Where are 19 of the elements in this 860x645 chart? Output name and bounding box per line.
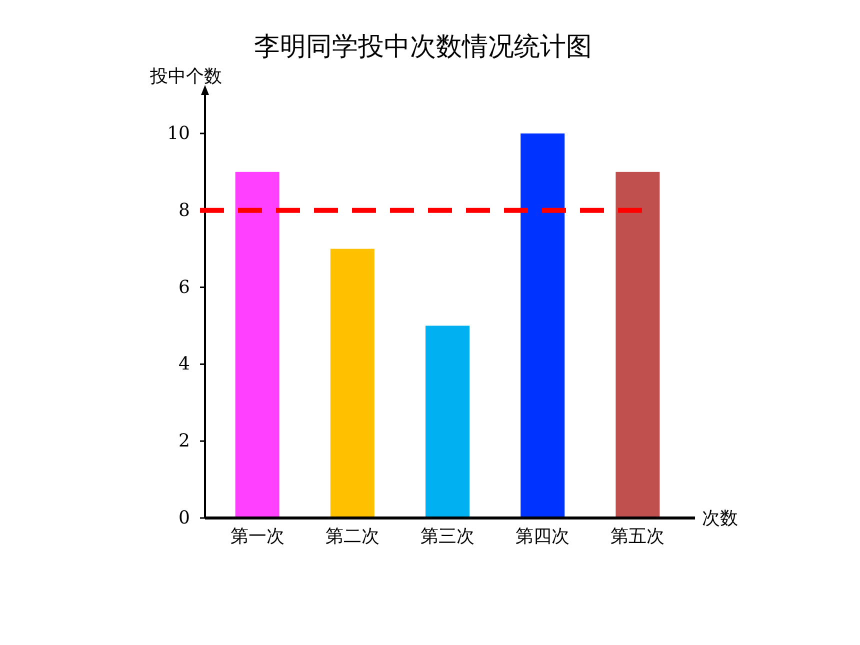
bar bbox=[426, 326, 470, 518]
bar bbox=[235, 172, 280, 518]
x-tick-label: 第一次 bbox=[230, 526, 284, 547]
x-tick-label: 第三次 bbox=[420, 526, 474, 547]
y-tick-label: 8 bbox=[178, 200, 190, 221]
x-tick-label: 第五次 bbox=[610, 526, 665, 547]
bar bbox=[616, 172, 660, 518]
y-axis-title: 投中个数 bbox=[149, 66, 222, 87]
chart-title: 李明同学投中次数情况统计图 bbox=[254, 32, 592, 62]
y-tick-label: 10 bbox=[167, 122, 190, 144]
x-tick-label: 第四次 bbox=[516, 526, 570, 547]
y-tick-label: 2 bbox=[178, 430, 190, 452]
x-axis-title: 次数 bbox=[702, 508, 738, 529]
bar bbox=[330, 248, 374, 518]
y-tick-label: 0 bbox=[178, 508, 190, 528]
bar bbox=[520, 133, 565, 518]
x-tick-label: 第二次 bbox=[325, 526, 380, 547]
y-tick-label: 6 bbox=[178, 276, 190, 298]
y-tick-label: 4 bbox=[178, 354, 190, 375]
